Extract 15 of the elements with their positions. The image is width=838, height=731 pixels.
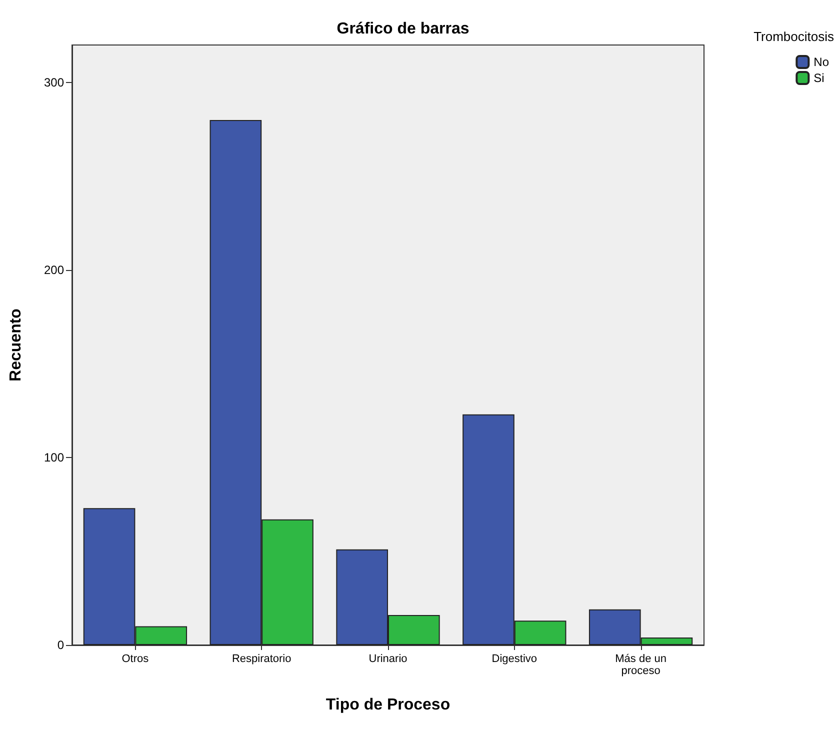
x-tick-label: Digestivo xyxy=(492,653,538,665)
y-axis-title: Recuento xyxy=(8,308,24,382)
x-tick-label: Respiratorio xyxy=(232,653,292,665)
x-tick-label: Otros xyxy=(122,653,150,665)
x-tick-label: Más de un proceso xyxy=(615,653,666,677)
chart-title: Gráfico de barras xyxy=(336,20,470,38)
y-tick-label: 300 xyxy=(44,76,64,90)
y-tick-label: 0 xyxy=(57,638,64,652)
y-tick-label: 200 xyxy=(44,263,64,277)
legend-label: No xyxy=(814,55,830,69)
legend-label: Si xyxy=(814,71,824,85)
x-tick-label: Urinario xyxy=(368,653,408,665)
y-tick-label: 100 xyxy=(44,450,64,464)
x-axis-title: Tipo de Proceso xyxy=(326,696,450,714)
legend-title: Trombocitosis xyxy=(754,29,834,44)
